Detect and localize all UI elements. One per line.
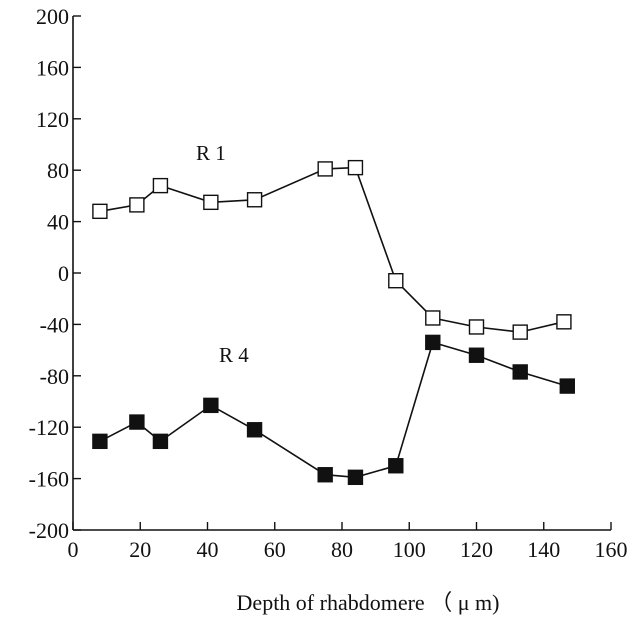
data-point-series-2 — [317, 467, 333, 483]
data-point-series-2 — [129, 414, 145, 430]
data-point-series-2 — [246, 422, 263, 438]
x-tick-label: 100 — [393, 537, 426, 562]
data-point-series-2 — [512, 364, 528, 380]
y-tick-label: -80 — [40, 364, 69, 389]
x-axis-ticks: 0 20 40 60 80 100 120 140 160 — [68, 522, 628, 562]
data-point-series-1 — [388, 273, 404, 289]
data-point-series-1 — [425, 310, 441, 326]
chart-axes — [72, 16, 611, 531]
x-tick-label: 20 — [129, 537, 151, 562]
series-lines — [99, 166, 568, 479]
series-markers — [92, 159, 575, 486]
data-point-series-2 — [425, 334, 441, 351]
data-point-series-2 — [347, 469, 364, 486]
y-tick-label: 0 — [58, 261, 69, 286]
y-tick-label: -200 — [29, 518, 69, 543]
data-point-series-2 — [559, 378, 575, 394]
data-point-series-1 — [92, 203, 108, 220]
data-point-series-1 — [512, 324, 528, 340]
series-line-1 — [99, 166, 565, 333]
data-point-series-2 — [203, 397, 219, 414]
series-label-r1: R 1 — [196, 141, 226, 165]
data-point-series-1 — [347, 159, 364, 176]
y-tick-label: 120 — [36, 107, 69, 132]
data-point-series-1 — [468, 319, 485, 335]
series-line-2 — [99, 341, 568, 479]
data-point-series-1 — [317, 161, 333, 177]
y-tick-label: -120 — [29, 415, 69, 440]
y-tick-label: 200 — [36, 4, 69, 29]
x-tick-label: 160 — [595, 537, 628, 562]
data-point-series-2 — [92, 433, 108, 450]
y-tick-label: -160 — [29, 467, 69, 492]
series-labels: R 1 R 4 — [196, 141, 249, 367]
x-tick-label: 120 — [460, 537, 493, 562]
data-point-series-1 — [152, 177, 169, 194]
y-tick-label: 160 — [36, 55, 69, 80]
series-label-r4: R 4 — [219, 343, 249, 367]
data-point-series-2 — [152, 433, 169, 450]
data-point-series-1 — [203, 194, 219, 211]
data-point-series-2 — [388, 458, 404, 474]
x-tick-label: 60 — [264, 537, 286, 562]
data-point-series-1 — [246, 192, 263, 208]
x-tick-label: 140 — [527, 537, 560, 562]
x-tick-label: 40 — [197, 537, 219, 562]
x-tick-label: 80 — [331, 537, 353, 562]
data-point-series-1 — [556, 314, 572, 330]
y-tick-label: -40 — [40, 312, 69, 337]
y-tick-label: 80 — [47, 158, 69, 183]
y-tick-label: 40 — [47, 210, 69, 235]
x-tick-label: 0 — [68, 537, 79, 562]
data-point-series-1 — [129, 197, 145, 213]
y-axis-ticks: 200 160 120 80 40 0 -40 -80 -120 -160 -200 — [29, 4, 81, 543]
x-axis-title: Depth of rhabdomere （ μ m) — [237, 590, 500, 615]
data-point-series-2 — [468, 347, 485, 363]
